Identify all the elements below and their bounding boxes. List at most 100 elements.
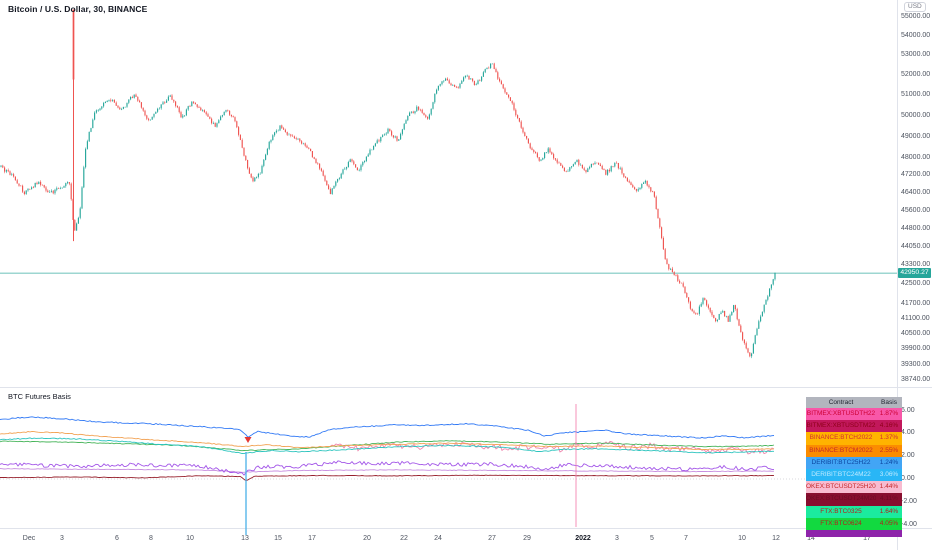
price-tick: 39300.00 [901, 361, 931, 369]
basis-line-magenta [0, 460, 774, 476]
price-tick: 43300.00 [901, 260, 931, 268]
basis-cell: 1.44% [879, 483, 899, 491]
price-tick: 39900.00 [901, 345, 931, 353]
contract-cell: OKEX:BTCUSDT25H2022 [806, 483, 876, 491]
indicator-pane-label[interactable]: BTC Futures Basis [8, 392, 71, 401]
basis-line-violet [0, 468, 775, 473]
down-triangle-marker [244, 437, 252, 443]
contract-cell: BINANCE:BTCH2022 [809, 434, 873, 442]
table-header-row: Contract Basis [806, 397, 902, 408]
basis-line-pink [329, 440, 775, 455]
basis-line-green [0, 440, 775, 452]
contract-cell: BITMEX:XBTUSDTH22 [806, 410, 876, 417]
contract-cell: BITMEX:XBTUSDTM22 [806, 422, 876, 430]
price-tick: 47200.00 [901, 171, 931, 179]
main-candlestick-chart[interactable] [0, 0, 897, 550]
contract-cell: FTX:BTC0624 [820, 519, 862, 527]
price-axis[interactable]: USD 55000.00 54000.00 53000.00 52000.00 5100… [898, 0, 932, 550]
time-label: 3 [615, 535, 619, 542]
contract-cell: FTX:BTC0325 [820, 507, 862, 515]
futures-basis-table: Contract Basis BITMEX:XBTUSDTH22 1.87% BITME… [806, 397, 902, 537]
price-tick: 41700.00 [901, 299, 931, 307]
time-label: 12 [772, 535, 780, 542]
price-tick: 52000.00 [901, 71, 931, 79]
price-tick: 50000.00 [901, 111, 931, 119]
contract-cell: OKEX:BTCUSDT24M2022 [806, 495, 876, 503]
table-row [806, 529, 902, 537]
time-label: 20 [363, 535, 371, 542]
basis-cell: 2.55% [879, 446, 899, 454]
time-label: 17 [863, 535, 871, 542]
time-label: 22 [400, 535, 408, 542]
table-row: BINANCE:BTCM2022 2.55% [806, 444, 902, 457]
contract-cell: DERIBIT:BTC25H22 [811, 458, 871, 466]
price-tick: 48000.00 [901, 154, 931, 161]
time-label: 13 [241, 535, 249, 542]
basis-tick: 4.00 [901, 429, 915, 437]
price-tick: 54000.00 [901, 32, 931, 39]
basis-pane [0, 416, 897, 482]
basis-cell: 1.24% [879, 458, 899, 466]
basis-cell: 1.37% [879, 434, 899, 442]
price-tick: 42500.00 [901, 280, 931, 287]
price-tick: 53000.00 [901, 51, 931, 59]
price-tick: 46400.00 [901, 189, 931, 197]
basis-line-dark-red [0, 474, 775, 482]
table-header-contract: Contract [828, 399, 854, 406]
basis-cell: 4.05% [879, 519, 899, 527]
price-tick: 44050.00 [901, 242, 931, 250]
table-row: DERIBIT:BTC25H22 1.24% [806, 456, 902, 469]
price-axis-border [897, 0, 898, 550]
time-label: Dec [22, 535, 36, 542]
time-label: 3 [60, 535, 64, 542]
time-label: 29 [523, 535, 531, 542]
basis-line-orange [0, 430, 775, 451]
time-label: 14 [807, 535, 815, 542]
table-row: OKEX:BTCUSDT24M2022 4.11% [806, 493, 902, 506]
basis-line-blue [0, 416, 775, 439]
table-row: BITMEX:XBTUSDTM22 4.16% [806, 420, 902, 433]
down-candle-bodies [2, 63, 751, 357]
price-tick: 44800.00 [901, 225, 931, 233]
time-axis[interactable]: Dec 3 6 8 10 13 15 17 20 22 24 27 29 2022 3 5 7 10 12 14 17 [0, 528, 897, 550]
price-tick: 49000.00 [901, 132, 931, 140]
basis-tick: 2.00 [901, 452, 915, 460]
table-row: DERIBIT:BTC24M22 3.06% [806, 468, 902, 482]
table-row: BITMEX:XBTUSDTH22 1.87% [806, 408, 902, 421]
time-label: 17 [308, 535, 316, 542]
basis-tick: 0.00 [901, 475, 915, 482]
basis-cell: 1.87% [879, 410, 899, 417]
time-label: 27 [488, 535, 496, 542]
symbol-title[interactable]: Bitcoin / U.S. Dollar, 30, BINANCE [8, 4, 148, 14]
table-row: OKEX:BTCUSDT25H2022 1.44% [806, 481, 902, 494]
basis-cell: 4.11% [880, 495, 898, 503]
basis-cell: 4.16% [879, 422, 899, 430]
time-label: 24 [434, 535, 442, 542]
price-tick: 38740.00 [901, 376, 931, 383]
pane-separator[interactable] [0, 387, 932, 388]
time-label: 5 [650, 535, 654, 542]
basis-tick: -4.00 [901, 520, 917, 528]
price-tick: 45600.00 [901, 207, 931, 215]
currency-badge[interactable]: USD [904, 2, 926, 12]
price-tick: 41100.00 [901, 314, 930, 322]
price-pane [0, 9, 897, 359]
table-row: FTX:BTC0325 1.64% [806, 505, 902, 518]
price-tick: 51000.00 [901, 91, 931, 99]
table-row: FTX:BTC0624 4.05% [806, 517, 902, 530]
down-candle-wicks [2, 62, 751, 358]
basis-cell: 1.64% [879, 507, 899, 515]
table-header-basis: Basis [881, 399, 897, 406]
price-tick: 40500.00 [901, 329, 931, 337]
time-label: 8 [149, 535, 153, 542]
price-tick: 55000.00 [901, 13, 931, 20]
basis-tick: -2.00 [901, 497, 917, 505]
table-row: BINANCE:BTCH2022 1.37% [806, 432, 902, 445]
contract-cell: BINANCE:BTCM2022 [809, 446, 873, 454]
up-candle-bodies [0, 63, 776, 357]
basis-cell: 3.06% [879, 470, 899, 478]
time-label: 7 [684, 535, 688, 542]
last-price-label: 42950.27 [898, 268, 931, 279]
up-candle-wicks [0, 63, 776, 359]
